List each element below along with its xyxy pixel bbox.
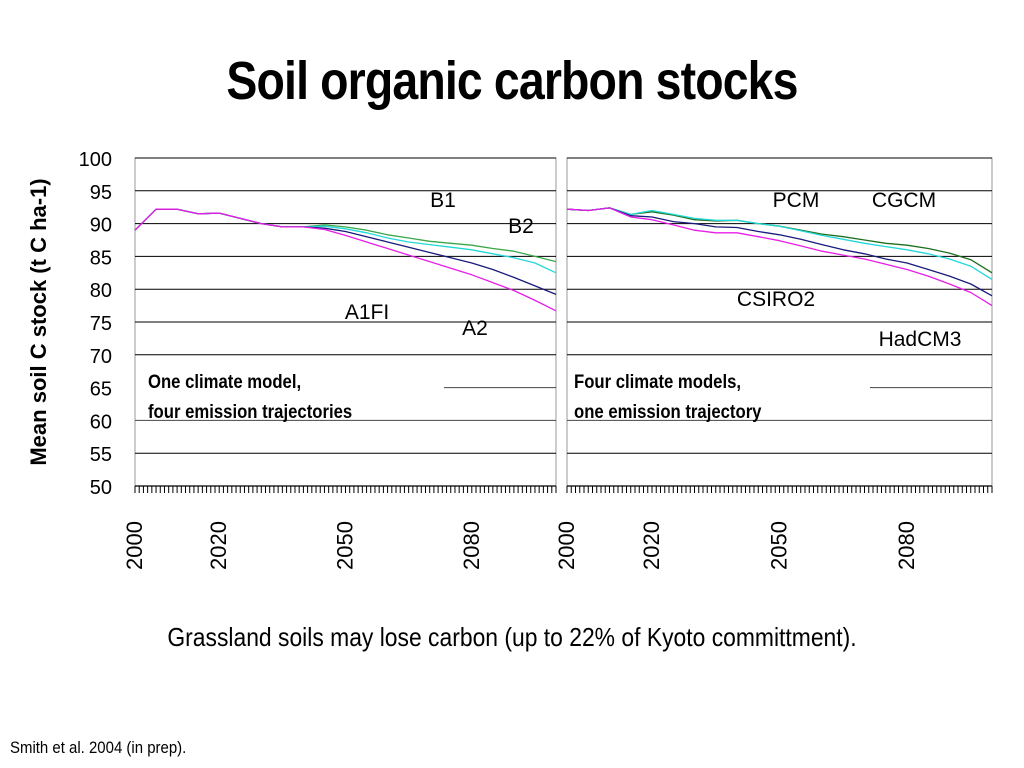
- panel-four-models-one-trajectory: 2000 2020 2050 2080 PCM CGCM CSIRO2 HadCM3 Four …: [554, 157, 993, 570]
- panel-annotation: one emission trajectory: [574, 401, 762, 422]
- series-line-cgcm: [566, 207, 993, 280]
- x-tick-label: 2020: [639, 521, 664, 570]
- series-label-cgcm: CGCM: [872, 189, 936, 212]
- series-line-hadcm3: [566, 207, 993, 307]
- series-line-a1fi: [134, 208, 557, 296]
- y-tick-label: 65: [90, 379, 112, 401]
- y-tick-label: 80: [90, 280, 112, 302]
- panel-annotation: One climate model,: [148, 371, 301, 392]
- x-tick-label: 2080: [459, 521, 484, 570]
- series-label-b1: B1: [430, 189, 456, 212]
- x-tick-label: 2000: [554, 521, 579, 570]
- series-label-a1fi: A1FI: [345, 301, 389, 324]
- series-line-a2: [134, 208, 557, 312]
- x-tick-label: 2050: [767, 521, 792, 570]
- y-tick-label: 100: [79, 149, 112, 171]
- y-tick-label: 95: [90, 182, 112, 204]
- y-tick-label: 75: [90, 313, 112, 335]
- summary-note: Grassland soils may lose carbon (up to 2…: [167, 622, 857, 652]
- series-line-b2: [134, 208, 557, 274]
- y-tick-label: 85: [90, 247, 112, 269]
- y-tick-label: 90: [90, 215, 112, 237]
- panel-annotation: four emission trajectories: [148, 401, 352, 422]
- y-tick-label: 55: [90, 444, 112, 466]
- series-label-hadcm3: HadCM3: [879, 328, 962, 351]
- y-axis-label: Mean soil C stock (t C ha-1): [26, 178, 51, 465]
- x-tick-label: 2080: [894, 521, 919, 570]
- page-title: Soil organic carbon stocks: [226, 51, 798, 111]
- citation: Smith et al. 2004 (in prep).: [10, 738, 187, 757]
- series-label-csiro2: CSIRO2: [737, 288, 815, 311]
- y-tick-label: 50: [90, 477, 112, 499]
- y-tick-label: 70: [90, 346, 112, 368]
- y-tick-label: 60: [90, 411, 112, 433]
- panel-annotation: Four climate models,: [574, 371, 741, 392]
- x-tick-label: 2020: [206, 521, 231, 570]
- line-chart: Mean soil C stock (t C ha-1) 100 95 90 85 80…: [26, 149, 993, 570]
- panel-one-model-four-trajectories: 2000 2020 2050 2080 B1 B2 A1FI A2 One climate mo…: [122, 157, 557, 570]
- series-label-b2: B2: [508, 215, 534, 238]
- x-tick-label: 2000: [122, 521, 147, 570]
- x-tick-label: 2050: [333, 521, 358, 570]
- series-label-pcm: PCM: [773, 189, 820, 212]
- y-axis-ticks: 100 95 90 85 80 75 70 65 60 55 50: [79, 149, 112, 499]
- series-label-a2: A2: [462, 317, 488, 340]
- series-line-csiro2: [566, 207, 993, 297]
